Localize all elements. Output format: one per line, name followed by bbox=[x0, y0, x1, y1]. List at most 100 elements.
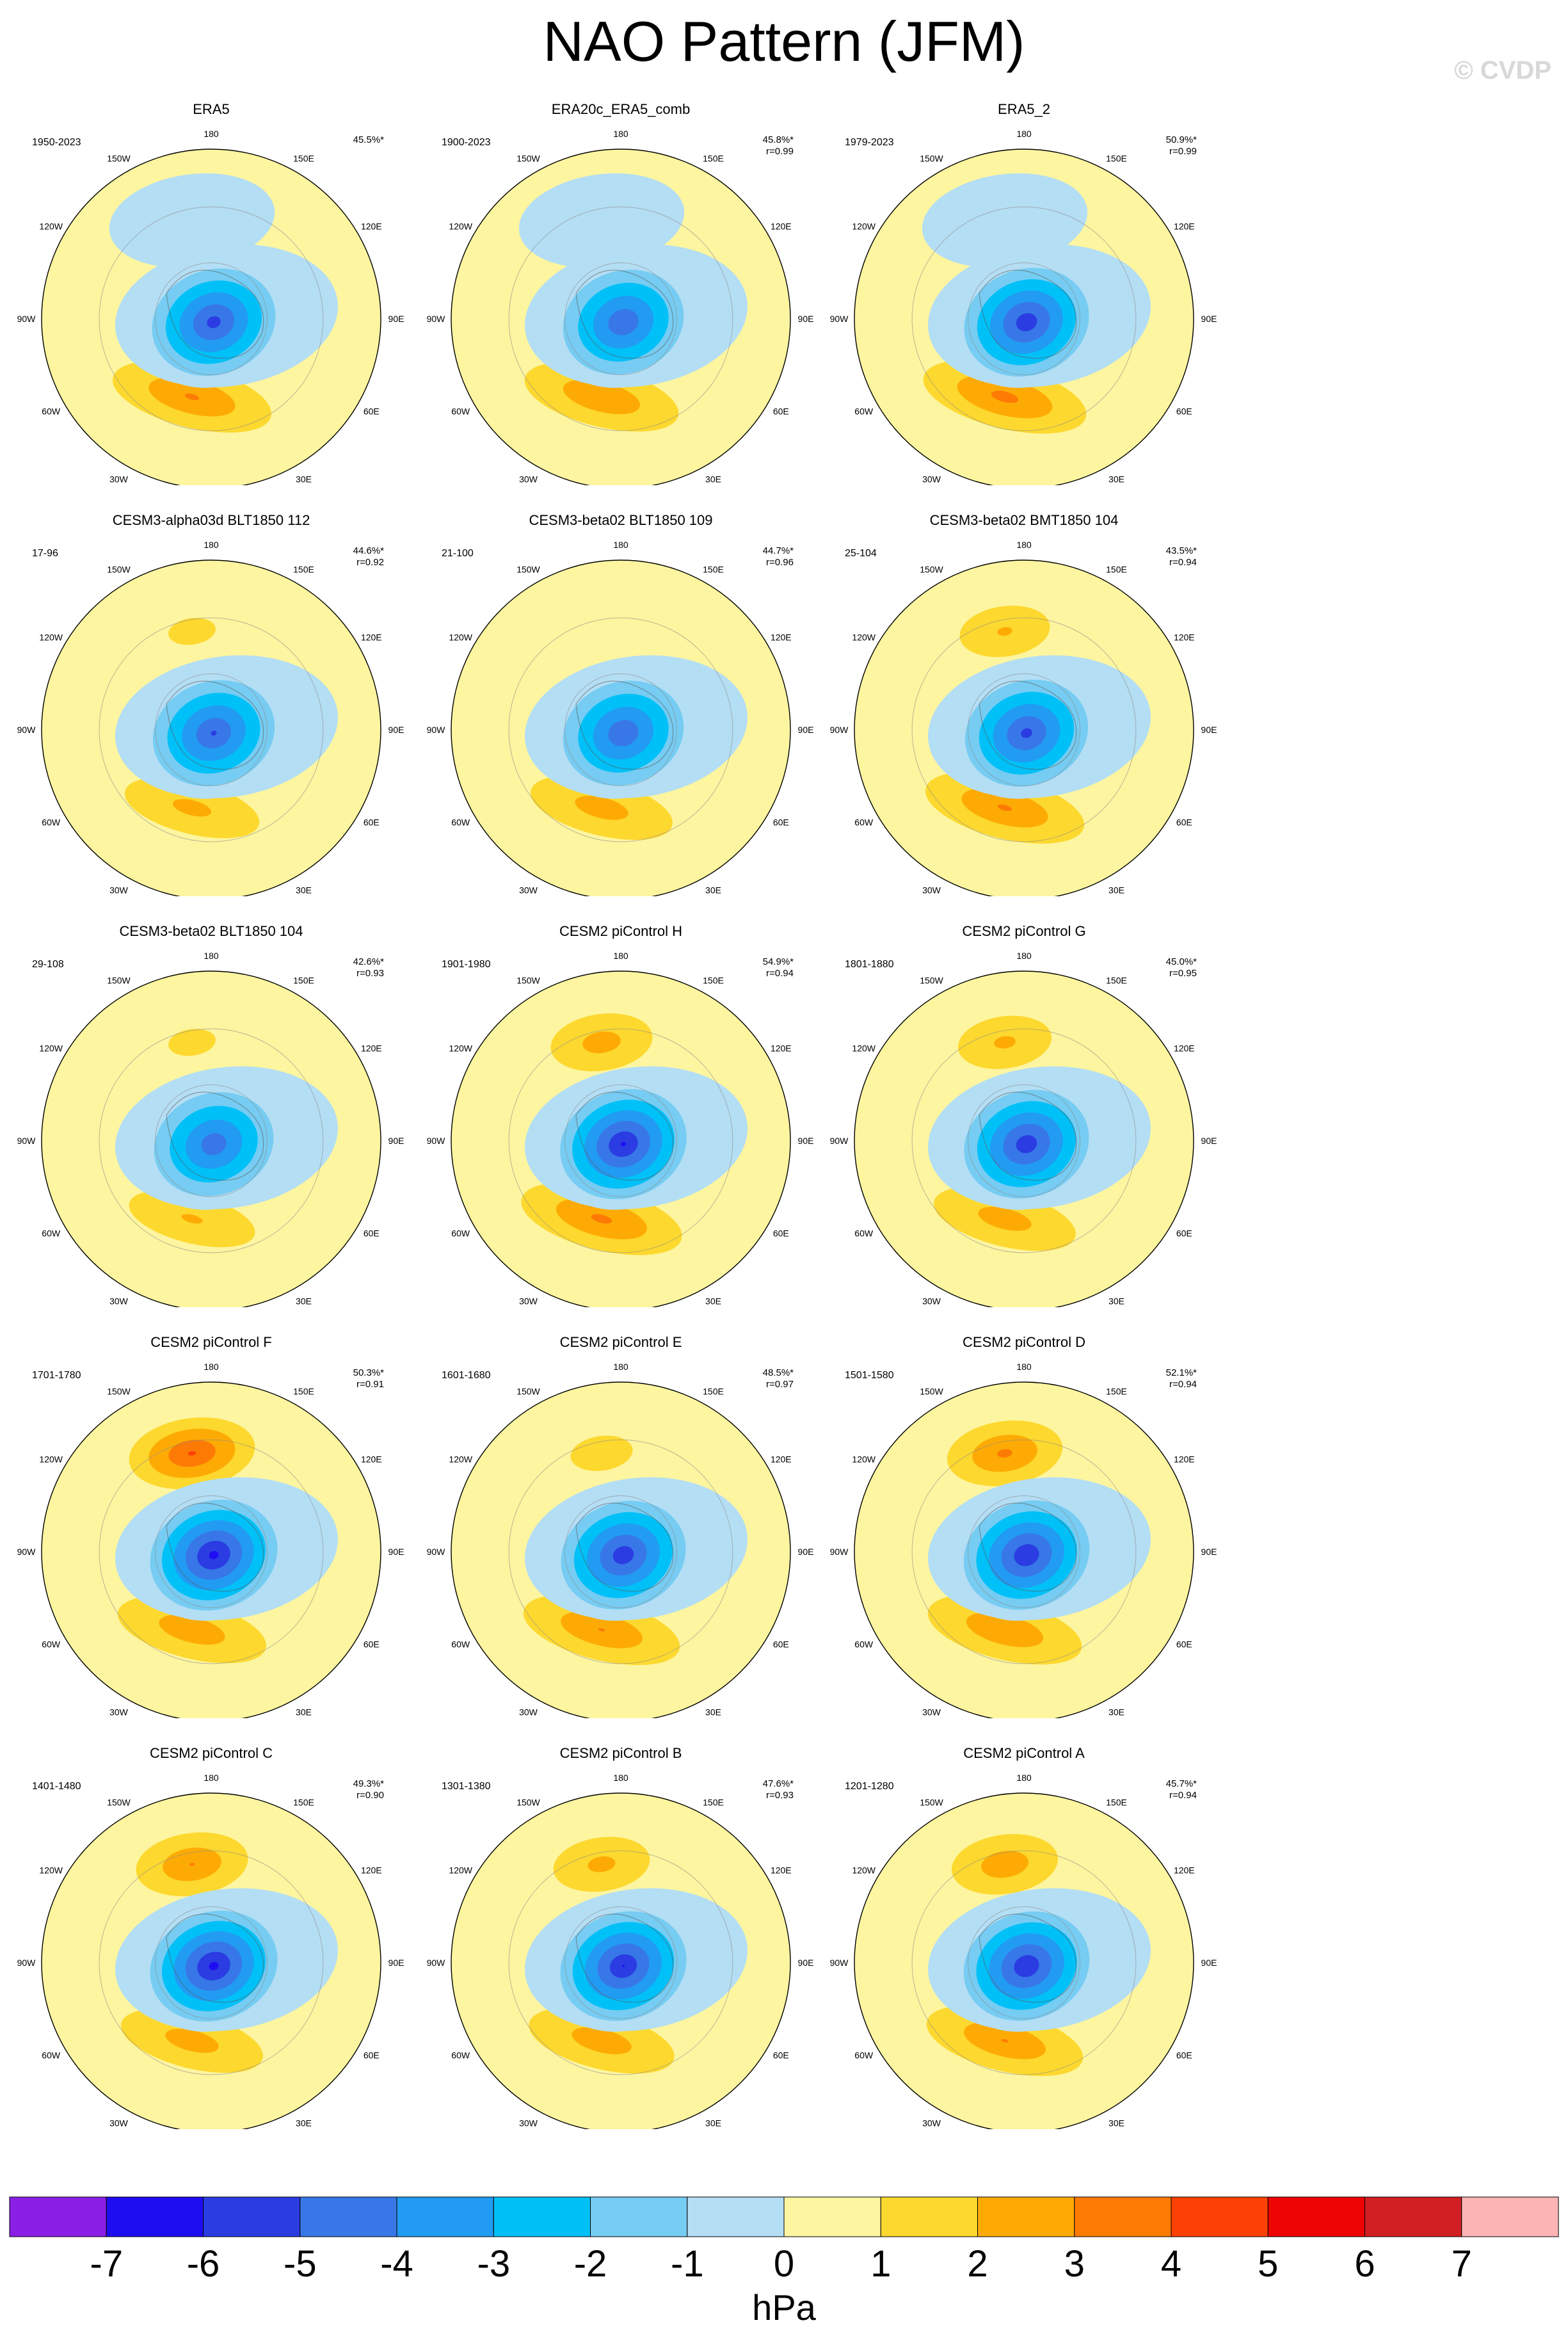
lon-label: 90W bbox=[427, 1547, 446, 1557]
variance-explained: 50.9%* bbox=[1165, 134, 1197, 145]
lon-label: 120E bbox=[1174, 221, 1195, 232]
atlantic-contour bbox=[572, 2027, 632, 2054]
lon-label: 90W bbox=[427, 1136, 446, 1146]
atlantic-contour bbox=[172, 799, 212, 817]
graticule bbox=[99, 1850, 324, 2075]
panel-title: ERA5_2 bbox=[998, 101, 1050, 117]
colorbar-tick: 1 bbox=[870, 2243, 891, 2285]
lon-label: 120W bbox=[449, 632, 472, 643]
panel-title: ERA5 bbox=[193, 101, 230, 117]
lon-label: 150W bbox=[920, 154, 943, 164]
lon-label: 180 bbox=[204, 951, 219, 961]
lon-label: 90E bbox=[1201, 725, 1217, 735]
map-border bbox=[451, 1792, 791, 2129]
variance-explained: 52.1%* bbox=[1165, 1367, 1197, 1378]
lon-label: 120W bbox=[852, 1043, 876, 1054]
panel-stats: 44.7%* r=0.96 bbox=[763, 545, 794, 568]
contour-field bbox=[451, 560, 790, 896]
lon-label: 60W bbox=[854, 817, 874, 828]
lon-label: 60E bbox=[1176, 1639, 1192, 1650]
polar-map: 180150E120E90E60E30E030W60W90W120W150W bbox=[830, 951, 1217, 1307]
lon-label: 120W bbox=[449, 1043, 472, 1054]
panel-period: 21-100 bbox=[442, 548, 474, 559]
pattern-correlation: r=0.95 bbox=[1169, 968, 1197, 979]
arctic-low-contour bbox=[622, 1965, 625, 1967]
coastline bbox=[575, 1913, 674, 2003]
lon-label: 90W bbox=[830, 1136, 849, 1146]
graticule bbox=[911, 617, 1137, 842]
map-panel: 180150E120E90E60E30E030W60W90W120W150WCE… bbox=[422, 1334, 819, 1718]
lon-label: 60W bbox=[451, 817, 470, 828]
colorbar-tick: -6 bbox=[187, 2243, 220, 2285]
polar-map: 180150E120E90E60E30E030W60W90W120W150W bbox=[427, 540, 814, 896]
lon-label: 30W bbox=[109, 1296, 129, 1306]
lon-label: 150E bbox=[293, 154, 314, 164]
pattern-correlation: r=0.93 bbox=[356, 968, 384, 979]
arctic-low-contour bbox=[211, 730, 217, 736]
contour-field bbox=[854, 971, 1194, 1307]
variance-explained: 45.5%* bbox=[353, 134, 384, 145]
contour-field bbox=[854, 149, 1194, 485]
contour-field bbox=[42, 1793, 381, 2129]
lon-label: 30W bbox=[109, 2118, 129, 2128]
lon-label: 90E bbox=[798, 725, 814, 735]
variance-explained: 45.0%* bbox=[1165, 956, 1197, 967]
colorbar-tick: -4 bbox=[380, 2243, 413, 2285]
polar-map: 180150E120E90E60E30E030W60W90W120W150W bbox=[427, 1773, 813, 2129]
panel-period: 1701-1780 bbox=[32, 1370, 81, 1381]
graticule bbox=[99, 206, 324, 431]
lon-label: 120W bbox=[449, 221, 472, 232]
colorbar-box bbox=[203, 2196, 301, 2237]
lon-label: 120E bbox=[771, 632, 792, 643]
lon-label: 60W bbox=[42, 1639, 61, 1650]
map-panel: 180150E120E90E60E30E030W60W90W120W150WCE… bbox=[826, 923, 1222, 1307]
lon-label: 30E bbox=[296, 2118, 312, 2128]
panel-title: ERA20c_ERA5_comb bbox=[551, 101, 691, 117]
map-border bbox=[854, 970, 1194, 1307]
lon-label: 60E bbox=[364, 2050, 380, 2061]
contour-field bbox=[451, 1382, 790, 1718]
colorbar-tick: 2 bbox=[967, 2243, 988, 2285]
lon-label: 90E bbox=[388, 1547, 404, 1557]
lon-label: 180 bbox=[1016, 1362, 1032, 1372]
lon-label: 90E bbox=[1201, 1958, 1217, 1968]
lon-label: 90E bbox=[1201, 1136, 1217, 1146]
lon-label: 120W bbox=[852, 1454, 876, 1465]
lon-label: 120E bbox=[771, 1454, 792, 1465]
watermark: © CVDP bbox=[1454, 56, 1551, 85]
map-border bbox=[41, 559, 381, 896]
lon-label: 90E bbox=[798, 314, 814, 324]
lon-label: 30E bbox=[1108, 1707, 1124, 1717]
colorbar-box bbox=[590, 2196, 688, 2237]
coastline bbox=[979, 1913, 1077, 2003]
lon-label: 60W bbox=[854, 2050, 874, 2061]
arctic-low-contour bbox=[209, 1550, 219, 1559]
map-panel: 180150E120E90E60E30E030W60W90W120W150WCE… bbox=[13, 1334, 410, 1718]
graticule bbox=[508, 617, 733, 842]
lon-label: 60E bbox=[364, 1639, 380, 1650]
colorbar-box bbox=[977, 2196, 1075, 2237]
lon-label: 180 bbox=[613, 129, 628, 139]
lon-label: 150E bbox=[703, 1798, 724, 1808]
map-border bbox=[451, 559, 791, 896]
lon-label: 120E bbox=[361, 1043, 382, 1054]
pacific-contour bbox=[518, 173, 685, 268]
lon-label: 120W bbox=[449, 1454, 472, 1465]
pacific-contour bbox=[588, 1856, 616, 1872]
lon-label: 60W bbox=[451, 406, 470, 417]
lon-label: 30W bbox=[922, 1296, 941, 1306]
panel-title: CESM3-beta02 BLT1850 109 bbox=[529, 512, 713, 528]
lon-label: 30W bbox=[922, 2118, 941, 2128]
lon-label: 30W bbox=[519, 474, 538, 484]
lon-label: 180 bbox=[613, 1773, 628, 1783]
lon-label: 150W bbox=[516, 565, 540, 575]
atlantic-contour bbox=[184, 393, 200, 401]
colorbar-box bbox=[9, 2196, 107, 2237]
map-border bbox=[41, 1792, 381, 2129]
panel-period: 1801-1880 bbox=[845, 959, 894, 970]
lon-label: 120E bbox=[1174, 632, 1195, 643]
lon-label: 120E bbox=[361, 1454, 382, 1465]
panel-title: CESM2 piControl D bbox=[963, 1334, 1085, 1350]
pattern-correlation: r=0.94 bbox=[1169, 1379, 1197, 1390]
map-border bbox=[41, 970, 381, 1307]
